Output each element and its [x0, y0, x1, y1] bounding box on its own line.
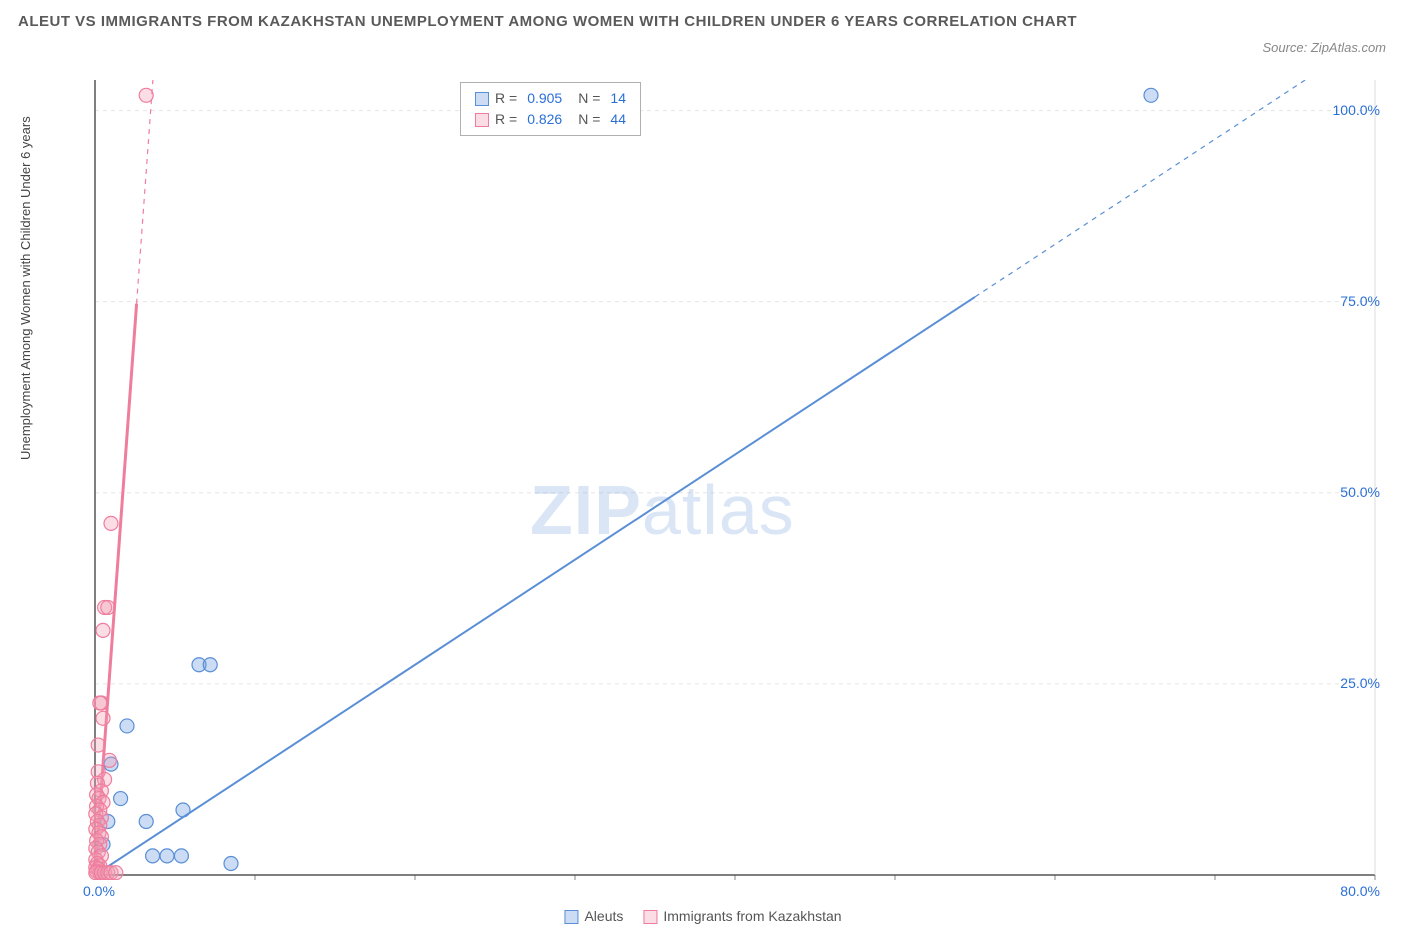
series-label: Immigrants from Kazakhstan [663, 908, 841, 924]
source-attribution: Source: ZipAtlas.com [1262, 40, 1386, 55]
series-label: Aleuts [584, 908, 623, 924]
legend-n-label: N = [578, 109, 600, 130]
series-legend-item: Immigrants from Kazakhstan [643, 908, 841, 924]
series-legend: Aleuts Immigrants from Kazakhstan [564, 908, 841, 924]
legend-row: R = 0.905 N = 14 [475, 88, 626, 109]
legend-r-value: 0.826 [527, 109, 562, 130]
chart-area: 25.0%50.0%75.0%100.0%0.0%80.0% [45, 80, 1385, 880]
legend-n-value: 14 [610, 88, 626, 109]
y-tick-label: 75.0% [1340, 293, 1380, 309]
x-tick-label: 0.0% [83, 883, 115, 899]
y-tick-label: 25.0% [1340, 675, 1380, 691]
legend-swatch [475, 92, 489, 106]
series-swatch [564, 910, 578, 924]
legend-n-label: N = [578, 88, 600, 109]
chart-title: ALEUT VS IMMIGRANTS FROM KAZAKHSTAN UNEM… [18, 10, 1077, 34]
x-tick-label: 80.0% [1340, 883, 1380, 899]
series-swatch [643, 910, 657, 924]
legend-n-value: 44 [610, 109, 626, 130]
legend-swatch [475, 113, 489, 127]
legend-r-label: R = [495, 109, 517, 130]
correlation-legend: R = 0.905 N = 14 R = 0.826 N = 44 [460, 82, 641, 136]
legend-row: R = 0.826 N = 44 [475, 109, 626, 130]
y-tick-label: 50.0% [1340, 484, 1380, 500]
legend-r-label: R = [495, 88, 517, 109]
series-legend-item: Aleuts [564, 908, 623, 924]
y-axis-label: Unemployment Among Women with Children U… [18, 116, 33, 460]
scatter-plot [45, 80, 1385, 880]
y-tick-label: 100.0% [1333, 102, 1380, 118]
legend-r-value: 0.905 [527, 88, 562, 109]
